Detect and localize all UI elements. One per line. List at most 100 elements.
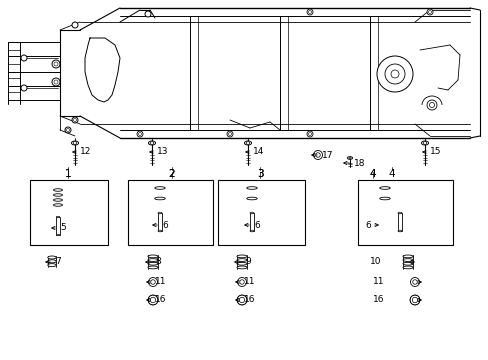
Ellipse shape — [237, 266, 246, 269]
Ellipse shape — [237, 255, 246, 258]
Circle shape — [150, 297, 155, 303]
Text: 3: 3 — [256, 169, 263, 179]
Bar — [249, 213, 253, 231]
Text: 17: 17 — [321, 150, 333, 159]
Ellipse shape — [244, 141, 251, 145]
Circle shape — [73, 141, 76, 144]
Ellipse shape — [148, 266, 158, 269]
Bar — [357, 180, 452, 245]
Circle shape — [237, 295, 246, 305]
Circle shape — [409, 278, 419, 287]
Bar — [158, 213, 162, 231]
Circle shape — [54, 80, 58, 84]
Text: 15: 15 — [429, 148, 441, 157]
Text: 12: 12 — [80, 148, 91, 157]
Circle shape — [428, 103, 434, 108]
Text: 3: 3 — [256, 169, 263, 179]
Circle shape — [150, 141, 153, 144]
Ellipse shape — [249, 230, 253, 232]
Circle shape — [426, 100, 436, 110]
Circle shape — [72, 117, 78, 123]
Ellipse shape — [148, 259, 158, 261]
Ellipse shape — [53, 199, 62, 201]
Circle shape — [239, 280, 244, 284]
Ellipse shape — [148, 255, 158, 258]
Text: 6: 6 — [365, 220, 370, 230]
Text: 11: 11 — [155, 278, 166, 287]
Ellipse shape — [402, 259, 412, 261]
Circle shape — [239, 297, 244, 303]
Bar — [128, 180, 213, 245]
Circle shape — [228, 132, 231, 135]
Ellipse shape — [158, 212, 162, 214]
Circle shape — [306, 9, 312, 15]
Circle shape — [66, 129, 69, 131]
Circle shape — [427, 10, 430, 13]
Circle shape — [306, 131, 312, 137]
Ellipse shape — [397, 212, 401, 214]
Text: 16: 16 — [372, 296, 384, 305]
Circle shape — [423, 141, 426, 144]
Circle shape — [308, 132, 311, 135]
Circle shape — [148, 295, 158, 305]
Circle shape — [313, 150, 322, 159]
Circle shape — [73, 118, 76, 122]
Ellipse shape — [249, 212, 253, 214]
Text: 2: 2 — [168, 169, 175, 179]
Text: 14: 14 — [252, 148, 264, 157]
Circle shape — [237, 278, 246, 287]
Circle shape — [409, 295, 419, 305]
Circle shape — [376, 56, 412, 92]
Text: 1: 1 — [64, 169, 71, 179]
Ellipse shape — [379, 187, 389, 189]
Text: 11: 11 — [244, 278, 255, 287]
Ellipse shape — [56, 234, 60, 236]
Circle shape — [65, 127, 71, 133]
Ellipse shape — [158, 230, 162, 232]
Ellipse shape — [48, 256, 56, 259]
Circle shape — [138, 132, 141, 135]
Ellipse shape — [402, 255, 412, 258]
Ellipse shape — [53, 189, 62, 191]
Ellipse shape — [402, 266, 412, 269]
Text: 13: 13 — [157, 148, 168, 157]
Text: 4: 4 — [369, 169, 376, 179]
Circle shape — [308, 10, 311, 13]
Text: 16: 16 — [244, 296, 255, 305]
Ellipse shape — [148, 141, 155, 145]
Circle shape — [72, 22, 78, 28]
Text: 10: 10 — [369, 257, 381, 266]
Text: 11: 11 — [372, 278, 384, 287]
Text: 1: 1 — [64, 169, 71, 179]
Circle shape — [246, 141, 249, 144]
Circle shape — [390, 70, 398, 78]
Bar — [397, 213, 401, 231]
Circle shape — [412, 280, 416, 284]
Text: 8: 8 — [155, 257, 161, 266]
Text: 16: 16 — [155, 296, 166, 305]
Bar — [56, 217, 60, 235]
Circle shape — [137, 131, 142, 137]
Circle shape — [52, 78, 60, 86]
Ellipse shape — [346, 157, 352, 159]
Circle shape — [315, 153, 320, 157]
Circle shape — [226, 131, 232, 137]
Text: 5: 5 — [60, 224, 65, 233]
Ellipse shape — [154, 187, 165, 189]
Ellipse shape — [154, 197, 165, 200]
Ellipse shape — [237, 259, 246, 261]
Text: 18: 18 — [353, 158, 365, 167]
Circle shape — [384, 64, 404, 84]
Text: 4: 4 — [369, 169, 376, 179]
Text: 7: 7 — [55, 257, 61, 266]
Text: 6: 6 — [253, 220, 259, 230]
Circle shape — [426, 9, 432, 15]
Text: 9: 9 — [244, 257, 250, 266]
Circle shape — [150, 280, 155, 284]
Ellipse shape — [237, 262, 246, 265]
Circle shape — [21, 55, 27, 61]
Ellipse shape — [246, 187, 257, 189]
Circle shape — [148, 278, 157, 287]
Circle shape — [411, 297, 417, 303]
Bar — [30, 180, 108, 245]
